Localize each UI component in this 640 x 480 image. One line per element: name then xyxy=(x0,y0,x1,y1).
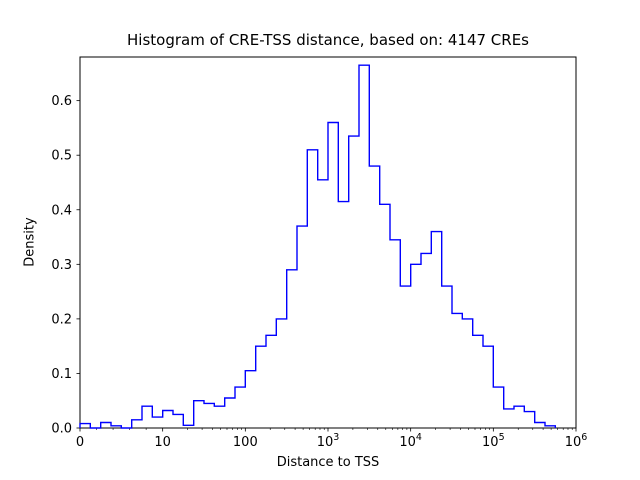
y-tick-label: 0.0 xyxy=(51,422,72,437)
y-tick-label: 0.4 xyxy=(51,203,72,218)
y-tick-label: 0.3 xyxy=(51,258,72,273)
x-tick-label: 106 xyxy=(565,432,588,450)
axes-spines xyxy=(79,56,577,429)
x-axis-label: Distance to TSS xyxy=(276,455,380,470)
y-axis-label: Density xyxy=(22,217,38,267)
x-tick-label: 10 xyxy=(154,435,171,450)
y-tick-label: 0.6 xyxy=(51,94,72,109)
x-tick-label: 103 xyxy=(317,432,340,450)
x-tick-label: 104 xyxy=(399,432,422,450)
x-tick-label: 100 xyxy=(233,435,258,450)
x-tick-label: 0 xyxy=(76,435,84,450)
histogram-step-line xyxy=(79,64,556,429)
y-tick-label: 0.5 xyxy=(51,149,72,164)
x-tick-label: 105 xyxy=(482,432,505,450)
chart-title: Histogram of CRE-TSS distance, based on:… xyxy=(127,31,529,49)
y-tick-label: 0.2 xyxy=(51,312,72,327)
y-tick-label: 0.1 xyxy=(51,367,72,382)
